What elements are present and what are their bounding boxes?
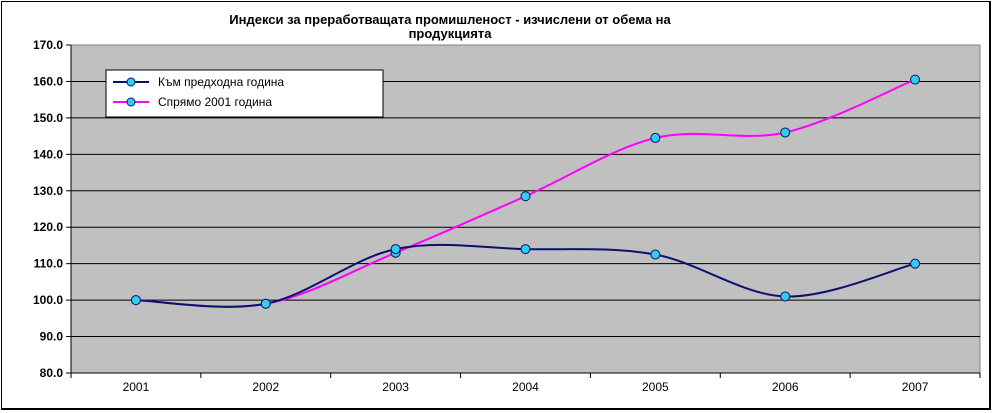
x-axis-ticks: 2001 2002 2003 2004 2005 2006 2007 [70,373,981,394]
y-tick-label: 150.0 [33,111,63,125]
y-tick-label: 160.0 [33,74,63,88]
y-tick-label: 90.0 [40,330,64,344]
data-point-series-1 [260,298,271,309]
x-tick-label: 2001 [123,380,150,394]
data-point-series-1 [520,244,531,255]
legend-marker-series-2 [126,97,136,107]
y-tick-label: 170.0 [33,38,63,52]
y-tick-label: 80.0 [40,366,64,380]
x-tick-label: 2003 [382,380,409,394]
series-layer [130,74,921,309]
legend-label-series-1: Към предходна година [158,75,284,89]
data-point-series-2 [910,74,921,85]
y-tick-label: 100.0 [33,293,63,307]
chart-title-line-1: Индекси за преработващата промишленост -… [229,12,671,27]
y-tick-label: 110.0 [34,257,64,271]
data-point-series-1 [390,244,401,255]
legend-label-series-2: Спрямо 2001 година [158,95,272,109]
chart-title-line-2: продукцията [409,26,493,41]
gridlines [71,80,980,338]
data-point-series-2 [520,191,531,202]
legend-marker-series-1 [126,77,136,87]
x-tick-label: 2004 [512,380,539,394]
data-point-series-1 [130,295,141,306]
y-axis-ticks: 80.0 90.0 100.0 110.0 120.0 130.0 140.0 150.0 16… [33,38,71,380]
y-tick-label: 130.0 [33,184,63,198]
y-tick-label: 120.0 [33,220,63,234]
legend: Към предходна година Спрямо 2001 година [105,69,384,118]
data-point-series-1 [780,291,791,302]
axes [70,45,980,374]
legend-box [105,69,384,118]
data-point-series-2 [650,132,661,143]
x-tick-label: 2006 [772,380,799,394]
data-point-series-2 [780,127,791,138]
data-point-series-1 [910,258,921,269]
x-tick-label: 2007 [902,380,929,394]
y-tick-label: 140.0 [33,147,63,161]
data-point-series-1 [650,249,661,260]
x-tick-label: 2002 [252,380,279,394]
x-tick-label: 2005 [642,380,669,394]
